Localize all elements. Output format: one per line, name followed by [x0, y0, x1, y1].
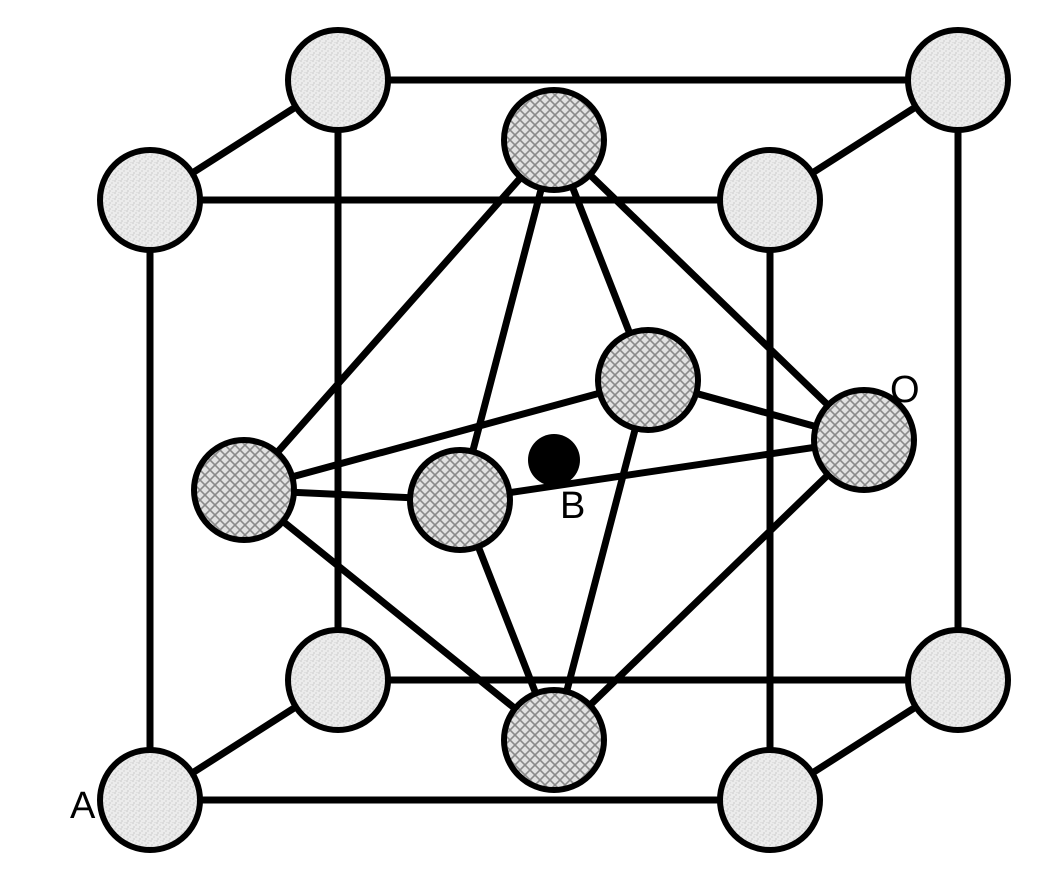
perovskite-unit-cell-diagram: A B O: [0, 0, 1056, 896]
corner-atom: [908, 630, 1008, 730]
face-atom: [504, 690, 604, 790]
atoms-layer: [100, 30, 1008, 850]
label-O: O: [890, 369, 920, 411]
corner-atom: [908, 30, 1008, 130]
face-atom: [504, 90, 604, 190]
corner-atom: [288, 30, 388, 130]
corner-atom: [288, 630, 388, 730]
label-A: A: [70, 785, 96, 827]
label-B: B: [560, 485, 585, 527]
center-atom: [528, 434, 580, 486]
face-atom: [598, 330, 698, 430]
corner-atom: [720, 750, 820, 850]
corner-atom: [720, 150, 820, 250]
face-atom: [410, 450, 510, 550]
face-atom: [194, 440, 294, 540]
corner-atom: [100, 750, 200, 850]
corner-atom: [100, 150, 200, 250]
